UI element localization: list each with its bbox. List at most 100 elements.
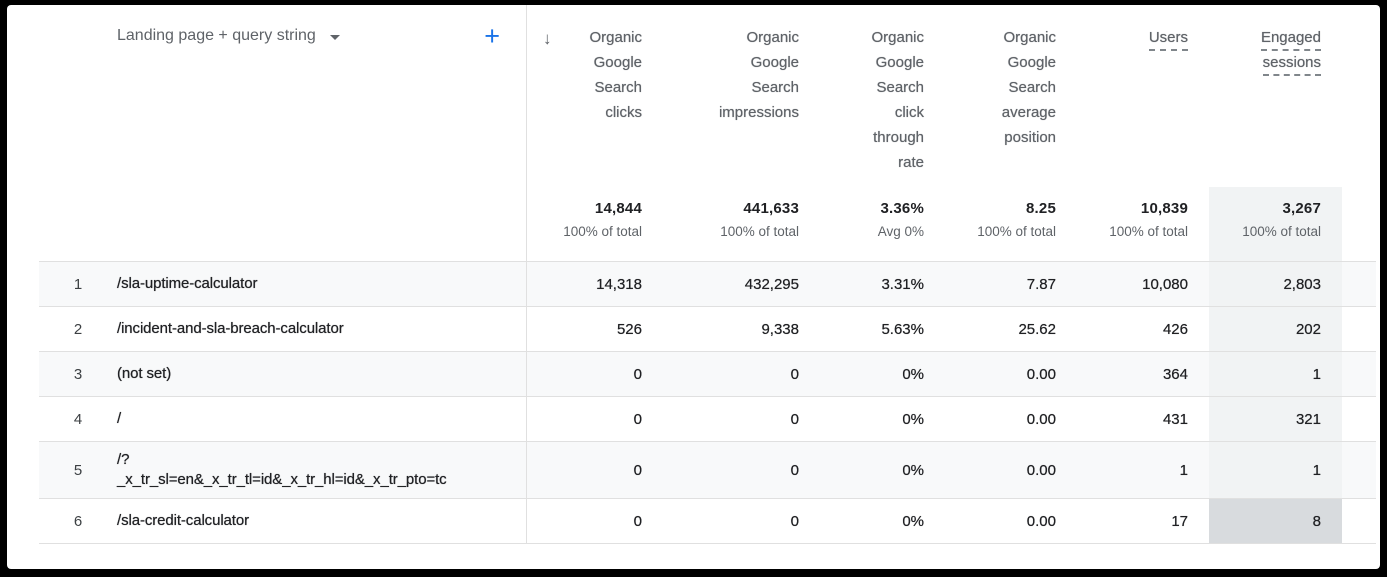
- metric-cell-organic-search-avg-position: 0.00: [1026, 410, 1056, 428]
- total-value: 3,267: [1282, 200, 1321, 217]
- gutter: [1342, 352, 1376, 396]
- table-header-row: Landing page + query string + ↓ Organic …: [39, 5, 1376, 187]
- metric-cell-users: 17: [1171, 512, 1188, 530]
- metric-cell-engaged-sessions: 1: [1209, 442, 1342, 498]
- gutter: [1342, 499, 1376, 543]
- total-subtext: 100% of total: [563, 224, 642, 239]
- total-value: 14,844: [594, 200, 642, 217]
- column-header-organic-search-ctr[interactable]: Organic Google Search click through rate: [820, 5, 945, 187]
- table-row: 2 /incident-and-sla-breach-calculator 52…: [39, 306, 1376, 351]
- metric-cell-organic-search-impressions: 432,295: [744, 275, 799, 293]
- metric-cell-users: 10,080: [1142, 275, 1188, 293]
- column-header-label: Organic Google Search average position: [1001, 29, 1056, 146]
- metric-cell-organic-search-avg-position: 7.87: [1026, 275, 1056, 293]
- total-subtext: 100% of total: [977, 224, 1056, 239]
- chevron-down-icon: [329, 35, 340, 40]
- data-table: Landing page + query string + ↓ Organic …: [39, 5, 1376, 544]
- metric-cell-organic-search-impressions: 0: [790, 461, 799, 479]
- total-organic-search-avg-position: 8.25 100% of total: [945, 187, 1077, 261]
- metric-cell-organic-search-ctr: 5.63%: [881, 320, 924, 338]
- metric-cell-organic-search-impressions: 0: [790, 512, 799, 530]
- sort-descending-icon[interactable]: ↓: [543, 29, 552, 48]
- column-header-users[interactable]: Users: [1077, 5, 1209, 187]
- metric-cell-organic-search-impressions: 0: [790, 365, 799, 383]
- gutter: [1342, 442, 1376, 498]
- landing-page-cell: /? _x_tr_sl=en&_x_tr_tl=id&_x_tr_hl=id&_…: [117, 451, 447, 488]
- totals-spacer: [39, 187, 117, 261]
- metric-cell-organic-search-avg-position: 0.00: [1026, 461, 1056, 479]
- totals-row: 14,844 100% of total 441,633 100% of tot…: [39, 187, 1376, 261]
- gutter: [1342, 262, 1376, 306]
- column-header-label: Organic Google Search click through rate: [871, 29, 924, 171]
- dimension-header-cell: Landing page + query string +: [117, 5, 526, 187]
- column-header-label: Engaged sessions: [1260, 29, 1321, 76]
- table-row: 6 /sla-credit-calculator 0 0 0% 0.00 17 …: [39, 498, 1376, 543]
- landing-page-cell: /sla-uptime-calculator: [117, 275, 258, 292]
- table-row: 3 (not set) 0 0 0% 0.00 364 1: [39, 351, 1376, 396]
- total-value: 8.25: [1026, 200, 1056, 217]
- totals-spacer: [117, 187, 526, 261]
- landing-page-cell: /incident-and-sla-breach-calculator: [117, 320, 344, 337]
- metric-cell-engaged-sessions: 8: [1209, 499, 1342, 543]
- metric-cell-organic-search-clicks: 0: [526, 499, 663, 543]
- column-header-engaged-sessions[interactable]: Engaged sessions: [1209, 5, 1342, 187]
- table-row: 4 / 0 0 0% 0.00 431 321: [39, 396, 1376, 441]
- total-value: 441,633: [743, 200, 799, 217]
- metric-cell-organic-search-avg-position: 0.00: [1026, 365, 1056, 383]
- landing-page-cell: /sla-credit-calculator: [117, 512, 250, 529]
- total-value: 3.36%: [880, 200, 924, 217]
- total-engaged-sessions: 3,267 100% of total: [1209, 187, 1342, 261]
- landing-page-cell: /: [117, 410, 122, 427]
- column-header-label: Users: [1148, 29, 1188, 51]
- column-header-organic-search-avg-position[interactable]: Organic Google Search average position: [945, 5, 1077, 187]
- table-row: 1 /sla-uptime-calculator 14,318 432,295 …: [39, 261, 1376, 306]
- dimension-selector-label: Landing page + query string: [117, 27, 316, 44]
- metric-cell-organic-search-avg-position: 0.00: [1026, 512, 1056, 530]
- metric-cell-organic-search-clicks: 0: [526, 352, 663, 396]
- column-header-organic-search-clicks[interactable]: ↓ Organic Google Search clicks: [526, 5, 663, 187]
- metric-cell-organic-search-ctr: 0%: [902, 461, 924, 479]
- table-row: 5 /? _x_tr_sl=en&_x_tr_tl=id&_x_tr_hl=id…: [39, 441, 1376, 498]
- metric-cell-users: 426: [1162, 320, 1188, 338]
- gutter: [1342, 307, 1376, 351]
- gutter: [1342, 397, 1376, 441]
- add-column-button[interactable]: +: [484, 21, 500, 51]
- metric-cell-users: 364: [1162, 365, 1188, 383]
- metric-cell-users: 1: [1179, 461, 1188, 479]
- dimension-selector[interactable]: Landing page + query string: [117, 27, 340, 45]
- total-organic-search-ctr: 3.36% Avg 0%: [820, 187, 945, 261]
- metric-cell-organic-search-ctr: 0%: [902, 512, 924, 530]
- metric-cell-users: 431: [1162, 410, 1188, 428]
- column-header-label: Organic Google Search impressions: [718, 29, 799, 121]
- metric-cell-engaged-sessions: 321: [1209, 397, 1342, 441]
- total-subtext: Avg 0%: [877, 224, 924, 239]
- total-organic-search-impressions: 441,633 100% of total: [663, 187, 820, 261]
- metric-cell-organic-search-ctr: 0%: [902, 410, 924, 428]
- total-value: 10,839: [1140, 200, 1188, 217]
- total-organic-search-clicks: 14,844 100% of total: [526, 187, 663, 261]
- total-subtext: 100% of total: [1242, 224, 1321, 239]
- metric-cell-organic-search-clicks: 0: [526, 442, 663, 498]
- metric-cell-organic-search-clicks: 526: [526, 307, 663, 351]
- metric-cell-organic-search-impressions: 0: [790, 410, 799, 428]
- metric-cell-organic-search-avg-position: 25.62: [1018, 320, 1056, 338]
- analytics-report-panel: Landing page + query string + ↓ Organic …: [7, 5, 1380, 569]
- metric-cell-organic-search-clicks: 14,318: [526, 262, 663, 306]
- row-index: 4: [73, 410, 83, 428]
- column-header-label: Organic Google Search clicks: [589, 29, 642, 121]
- row-index: 3: [73, 365, 83, 383]
- metric-cell-organic-search-clicks: 0: [526, 397, 663, 441]
- total-subtext: 100% of total: [1109, 224, 1188, 239]
- metric-cell-organic-search-impressions: 9,338: [761, 320, 799, 338]
- row-index: 6: [73, 512, 83, 530]
- column-header-organic-search-impressions[interactable]: Organic Google Search impressions: [663, 5, 820, 187]
- total-users: 10,839 100% of total: [1077, 187, 1209, 261]
- row-number-header: [39, 5, 117, 187]
- metric-cell-engaged-sessions: 2,803: [1209, 262, 1342, 306]
- total-subtext: 100% of total: [720, 224, 799, 239]
- row-index: 1: [73, 275, 83, 293]
- metric-cell-organic-search-ctr: 0%: [902, 365, 924, 383]
- metric-cell-organic-search-ctr: 3.31%: [881, 275, 924, 293]
- metric-cell-engaged-sessions: 1: [1209, 352, 1342, 396]
- row-index: 2: [73, 320, 83, 338]
